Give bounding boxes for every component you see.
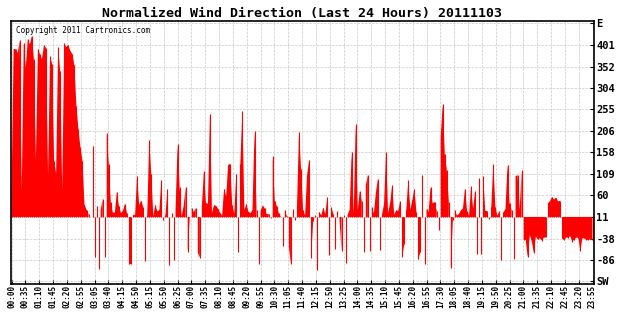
Text: Copyright 2011 Cartronics.com: Copyright 2011 Cartronics.com — [16, 26, 151, 35]
Title: Normalized Wind Direction (Last 24 Hours) 20111103: Normalized Wind Direction (Last 24 Hours… — [102, 7, 502, 20]
